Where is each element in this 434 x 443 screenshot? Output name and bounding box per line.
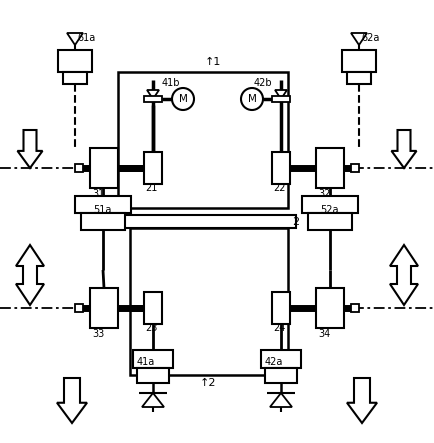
Bar bbox=[90, 148, 118, 188]
Text: 41b: 41b bbox=[162, 78, 181, 88]
Text: ↑2: ↑2 bbox=[200, 378, 217, 388]
Text: 24: 24 bbox=[273, 323, 286, 333]
Bar bbox=[144, 152, 162, 184]
Polygon shape bbox=[351, 33, 367, 45]
Polygon shape bbox=[147, 90, 159, 99]
Polygon shape bbox=[391, 130, 417, 168]
Circle shape bbox=[172, 88, 194, 110]
Polygon shape bbox=[57, 378, 87, 423]
Polygon shape bbox=[16, 245, 44, 305]
Text: 51a: 51a bbox=[93, 205, 112, 215]
Text: 21: 21 bbox=[145, 183, 158, 193]
Circle shape bbox=[241, 88, 263, 110]
Bar bbox=[124, 215, 296, 228]
Bar bbox=[75, 304, 83, 312]
Text: M: M bbox=[247, 94, 256, 104]
Bar bbox=[90, 288, 118, 328]
Bar bbox=[265, 368, 297, 383]
Bar bbox=[130, 228, 288, 375]
Text: M: M bbox=[178, 94, 187, 104]
Polygon shape bbox=[270, 393, 292, 407]
Polygon shape bbox=[390, 245, 418, 305]
Bar bbox=[75, 196, 131, 213]
Polygon shape bbox=[142, 393, 164, 407]
Bar bbox=[261, 350, 301, 368]
Bar bbox=[272, 152, 290, 184]
Text: 22: 22 bbox=[273, 183, 286, 193]
Bar bbox=[272, 96, 290, 102]
Bar bbox=[58, 50, 92, 72]
Polygon shape bbox=[347, 378, 377, 423]
Bar bbox=[308, 213, 352, 230]
Bar bbox=[133, 350, 173, 368]
Polygon shape bbox=[275, 90, 287, 99]
Text: 42b: 42b bbox=[254, 78, 273, 88]
Text: 42a: 42a bbox=[265, 357, 283, 367]
Text: 33: 33 bbox=[92, 329, 104, 339]
Bar bbox=[316, 148, 344, 188]
Bar bbox=[316, 288, 344, 328]
Bar bbox=[351, 164, 359, 172]
Text: 52a: 52a bbox=[320, 205, 339, 215]
Text: ↑1: ↑1 bbox=[205, 57, 221, 67]
Bar bbox=[144, 96, 162, 102]
Text: 34: 34 bbox=[318, 329, 330, 339]
Text: 32: 32 bbox=[318, 189, 330, 199]
Text: 31: 31 bbox=[92, 189, 104, 199]
Text: 41a: 41a bbox=[137, 357, 155, 367]
Bar bbox=[81, 213, 125, 230]
Bar bbox=[118, 72, 288, 208]
Bar bbox=[144, 292, 162, 324]
Bar bbox=[63, 72, 87, 84]
Polygon shape bbox=[17, 130, 43, 168]
Bar bbox=[272, 292, 290, 324]
Polygon shape bbox=[67, 33, 83, 45]
Bar bbox=[75, 164, 83, 172]
Bar bbox=[347, 72, 371, 84]
Text: 23: 23 bbox=[145, 323, 158, 333]
Bar bbox=[351, 304, 359, 312]
Text: 61a: 61a bbox=[77, 33, 95, 43]
Text: 2: 2 bbox=[292, 217, 299, 227]
Bar bbox=[342, 50, 376, 72]
Bar bbox=[137, 368, 169, 383]
Bar bbox=[302, 196, 358, 213]
Text: 62a: 62a bbox=[361, 33, 379, 43]
